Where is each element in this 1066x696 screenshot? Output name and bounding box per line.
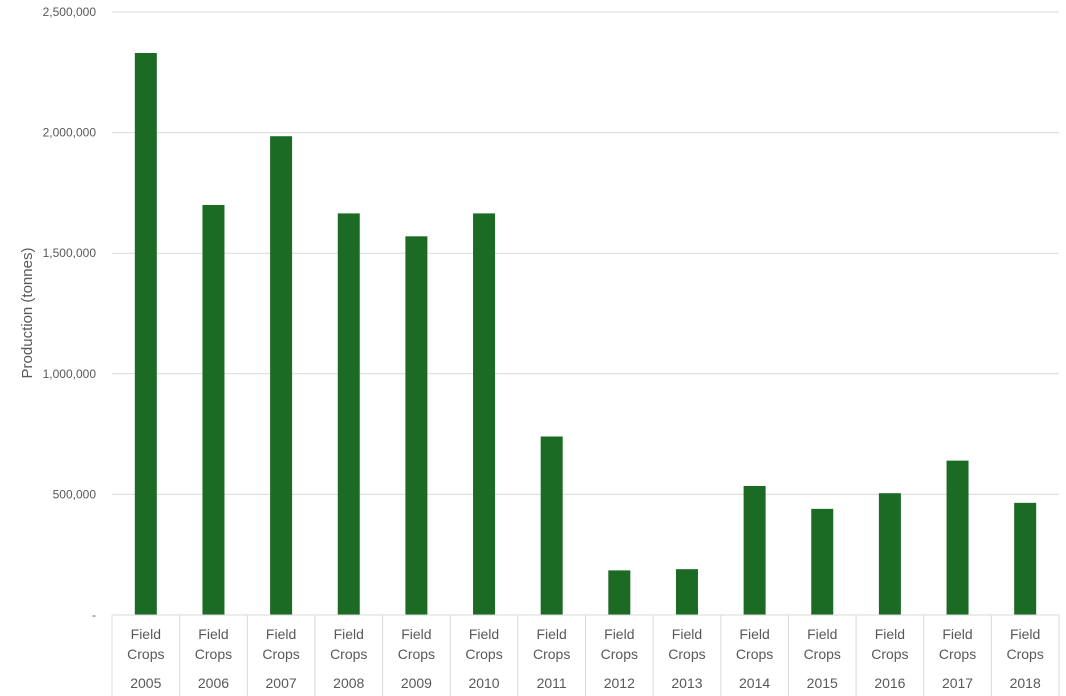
x-tick-label: 2013 [671, 675, 702, 691]
bar [540, 436, 563, 615]
bar [608, 570, 631, 615]
category-group-label-line2: Crops [804, 646, 841, 662]
y-axis-label: Production (tonnes) [19, 248, 36, 379]
x-tick-label: 2011 [537, 675, 567, 691]
category-group-label-line1: Field [266, 626, 296, 642]
bar [675, 569, 698, 615]
x-tick-label: 2015 [807, 675, 838, 691]
x-tick-label: 2007 [266, 675, 297, 691]
bar [405, 236, 428, 616]
category-group-label-line2: Crops [668, 646, 705, 662]
bar [337, 213, 360, 616]
category-group-label-line1: Field [469, 626, 499, 642]
category-group-label-line1: Field [672, 626, 702, 642]
y-tick-label: 1,500,000 [43, 246, 97, 260]
category-group-label-line2: Crops [1006, 646, 1043, 662]
bar [202, 204, 225, 615]
y-tick-label: 2,000,000 [43, 126, 97, 140]
x-tick-label: 2005 [130, 675, 161, 691]
bar [473, 213, 496, 616]
x-tick-label: 2009 [401, 675, 432, 691]
x-tick-label: 2017 [942, 675, 973, 691]
x-tick-label: 2014 [739, 675, 770, 691]
y-tick-label: 2,500,000 [43, 5, 97, 19]
y-axis-ticks: - 500,000 1,000,000 1,500,000 2,000,000 2,500… [43, 5, 97, 622]
category-group-label-line1: Field [334, 626, 364, 642]
x-tick-label: 2006 [198, 675, 229, 691]
category-group-label-line2: Crops [195, 646, 232, 662]
x-axis: Field Crops 2005 Field Crops 2006 Field Crops 20… [111, 614, 1060, 696]
category-group-label-line1: Field [536, 626, 566, 642]
x-tick-label: 2012 [604, 675, 635, 691]
y-tick-label: 500,000 [53, 487, 97, 501]
category-group-label-line2: Crops [465, 646, 502, 662]
bar [134, 53, 157, 615]
category-group-label-line2: Crops [262, 646, 299, 662]
category-group-label-line1: Field [131, 626, 161, 642]
x-tick-label: 2016 [874, 675, 905, 691]
category-group-label-line1: Field [875, 626, 905, 642]
category-group-label-line2: Crops [736, 646, 773, 662]
y-tick-label: - [92, 608, 96, 622]
bar [743, 485, 766, 615]
bar [811, 508, 834, 615]
x-tick-label: 2018 [1010, 675, 1041, 691]
category-group-label-line1: Field [1010, 626, 1040, 642]
x-tick-label: 2008 [333, 675, 364, 691]
y-tick-label: 1,000,000 [43, 367, 97, 381]
category-group-label-line1: Field [739, 626, 769, 642]
category-group-label-line1: Field [604, 626, 634, 642]
category-group-label-line2: Crops [533, 646, 570, 662]
category-group-label-line1: Field [807, 626, 837, 642]
category-group-label-line2: Crops [398, 646, 435, 662]
category-group-label-line2: Crops [127, 646, 164, 662]
bars [134, 53, 1037, 616]
category-group-label-line1: Field [198, 626, 228, 642]
x-tick-label: 2010 [468, 675, 499, 691]
bar [270, 136, 293, 615]
bar [1014, 502, 1037, 615]
bar [946, 460, 969, 615]
category-group-label-line1: Field [942, 626, 972, 642]
bar [878, 493, 901, 615]
category-group-label-line2: Crops [939, 646, 976, 662]
gridlines [112, 11, 1059, 495]
category-group-label-line1: Field [401, 626, 431, 642]
category-group-label-line2: Crops [330, 646, 367, 662]
category-group-label-line2: Crops [871, 646, 908, 662]
category-group-label-line2: Crops [601, 646, 638, 662]
